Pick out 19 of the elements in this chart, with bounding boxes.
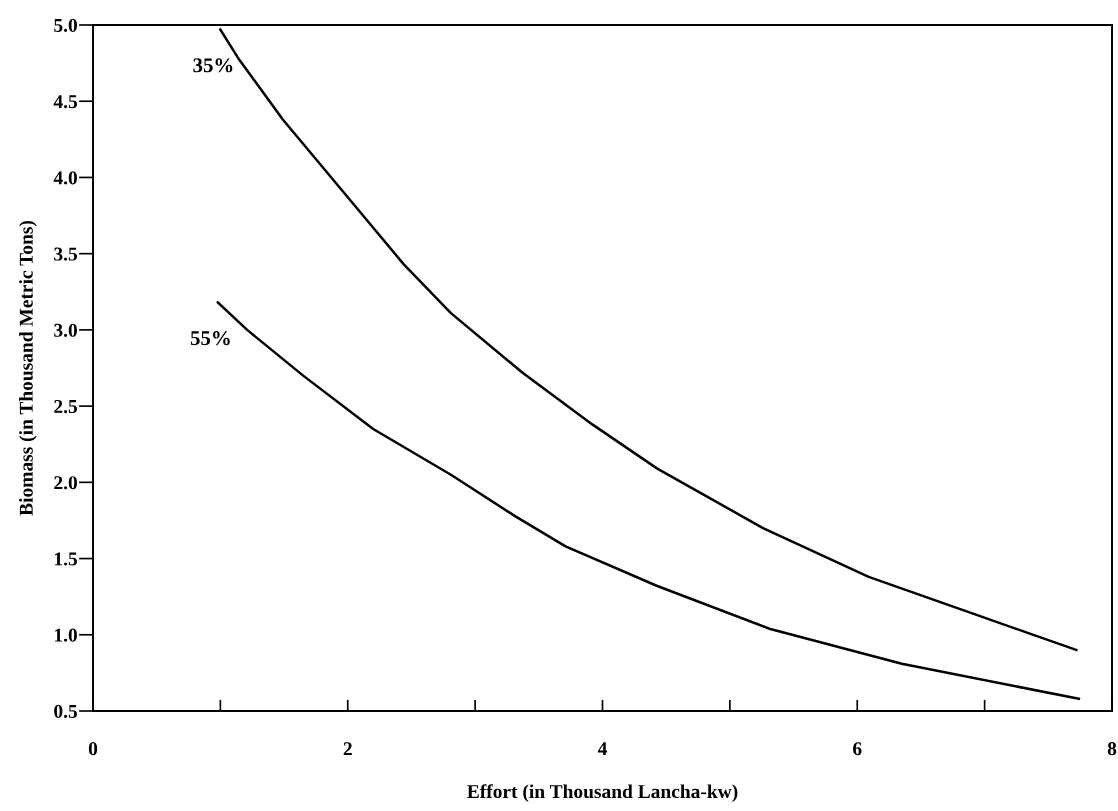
annotation: 55%	[190, 331, 230, 346]
y-tick-label: 2.5	[54, 399, 78, 414]
x-tick-label: 4	[597, 742, 607, 756]
y-tick-label: 4.0	[53, 171, 77, 185]
x-tick-label: 8	[1107, 742, 1117, 756]
x-tick-label: 6	[853, 742, 862, 756]
x-axis-title: Effort (in Thousand Lancha-kw)	[467, 784, 738, 803]
annotation: 35%	[193, 58, 233, 73]
y-tick-label: 2.0	[54, 476, 77, 490]
y-tick-label: 3.5	[54, 247, 78, 261]
y-tick-label: 4.5	[53, 95, 78, 109]
y-tick-label: 1.0	[54, 628, 77, 642]
x-tick-label: 0	[88, 742, 98, 756]
y-tick-label: 5.0	[54, 18, 77, 33]
y-tick-label: 1.5	[54, 552, 78, 566]
y-tick-label: 3.0	[54, 323, 77, 337]
x-tick-label: 2	[343, 742, 352, 756]
y-axis-title: Biomass (in Thousand Metric Tons)	[19, 220, 37, 516]
y-tick-label: 0.5	[54, 704, 78, 719]
